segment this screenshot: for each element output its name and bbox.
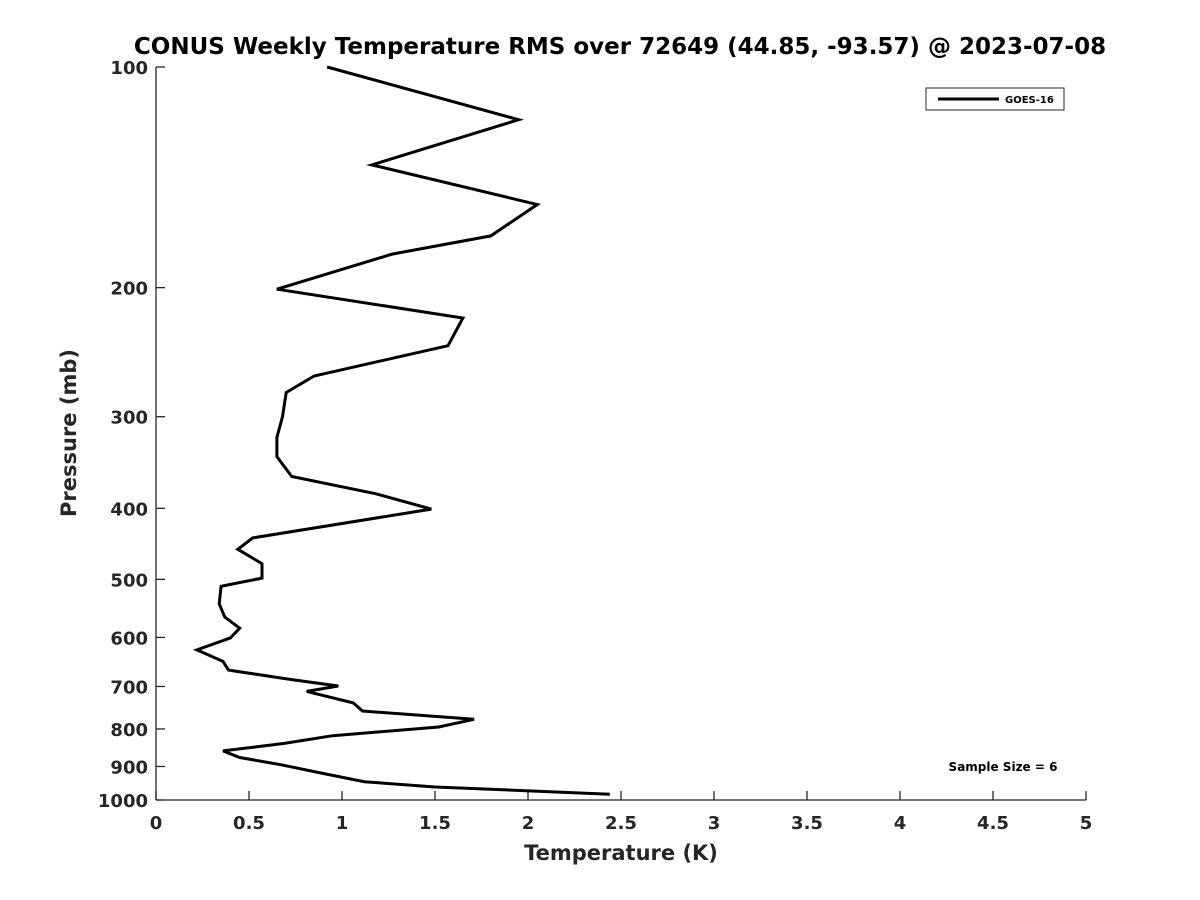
sample-size-annotation: Sample Size = 6 [949, 760, 1058, 774]
x-tick-label: 4.5 [977, 813, 1009, 834]
x-tick-label: 2 [522, 813, 535, 834]
y-tick-label: 600 [110, 628, 148, 649]
x-tick-label: 5 [1080, 813, 1093, 834]
x-tick-label: 3.5 [791, 813, 823, 834]
y-tick-label: 800 [110, 720, 148, 741]
x-ticks: 0 0.5 1 1.5 2 2.5 3 3.5 4 4.5 5 [150, 791, 1093, 834]
series-line-goes16 [192, 65, 610, 796]
y-tick-label: 300 [110, 408, 148, 429]
y-ticks: 100 200 300 400 500 600 700 800 900 1000 [98, 58, 165, 812]
y-tick-label: 900 [110, 757, 148, 778]
y-tick-label: 200 [110, 279, 148, 300]
y-tick-label: 100 [110, 58, 148, 79]
x-tick-label: 2.5 [605, 813, 637, 834]
x-tick-label: 0.5 [233, 813, 265, 834]
x-tick-label: 1 [336, 813, 349, 834]
legend: GOES-16 [925, 87, 1065, 111]
y-tick-label: 1000 [98, 791, 148, 812]
series-layer [192, 65, 610, 796]
x-tick-label: 4 [894, 813, 907, 834]
chart-title: CONUS Weekly Temperature RMS over 72649 … [134, 34, 1106, 60]
y-axis-label: Pressure (mb) [57, 349, 81, 517]
y-tick-label: 400 [110, 499, 148, 520]
x-tick-label: 0 [150, 813, 163, 834]
legend-label-goes16: GOES-16 [1005, 95, 1054, 106]
x-tick-label: 1.5 [419, 813, 451, 834]
y-tick-label: 500 [110, 570, 148, 591]
y-tick-label: 700 [110, 677, 148, 698]
x-tick-label: 3 [708, 813, 721, 834]
x-axis-label: Temperature (K) [524, 841, 718, 865]
